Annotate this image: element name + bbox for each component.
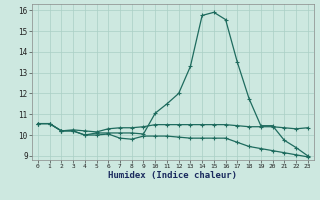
X-axis label: Humidex (Indice chaleur): Humidex (Indice chaleur) (108, 171, 237, 180)
